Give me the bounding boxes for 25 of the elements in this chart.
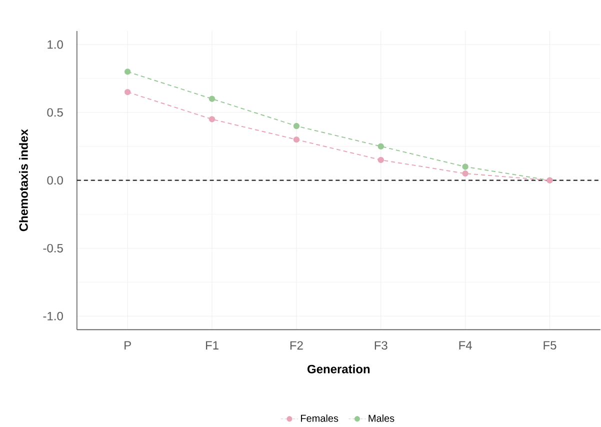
- point: [293, 136, 300, 143]
- x-tick-label: F1: [206, 341, 218, 350]
- point: [124, 68, 131, 75]
- point: [462, 170, 468, 176]
- point: [462, 164, 468, 170]
- point: [208, 116, 216, 122]
- y-tick-label: -1.0: [43, 312, 63, 320]
- x-tick-label: F3: [374, 341, 388, 350]
- y-tick-label: -0.5: [43, 244, 63, 252]
- x-tick-label: P: [124, 341, 131, 350]
- legend-label: Males: [368, 414, 394, 422]
- x-tick-label: F4: [459, 341, 472, 350]
- x-tick-label: F2: [290, 341, 303, 350]
- legend-label: Females: [301, 414, 338, 422]
- point: [378, 156, 384, 163]
- point: [378, 143, 384, 150]
- point: [293, 122, 300, 129]
- point: [124, 88, 131, 96]
- y-tick-label: 0.0: [47, 176, 63, 184]
- y-tick-label: 0.5: [47, 108, 63, 117]
- point: [208, 96, 216, 102]
- x-tick-label: F5: [544, 341, 556, 350]
- y-tick-label: 1.0: [48, 40, 63, 49]
- y-axis-title: Chemotaxis index: [19, 128, 28, 232]
- x-axis-title: Generation: [308, 364, 370, 374]
